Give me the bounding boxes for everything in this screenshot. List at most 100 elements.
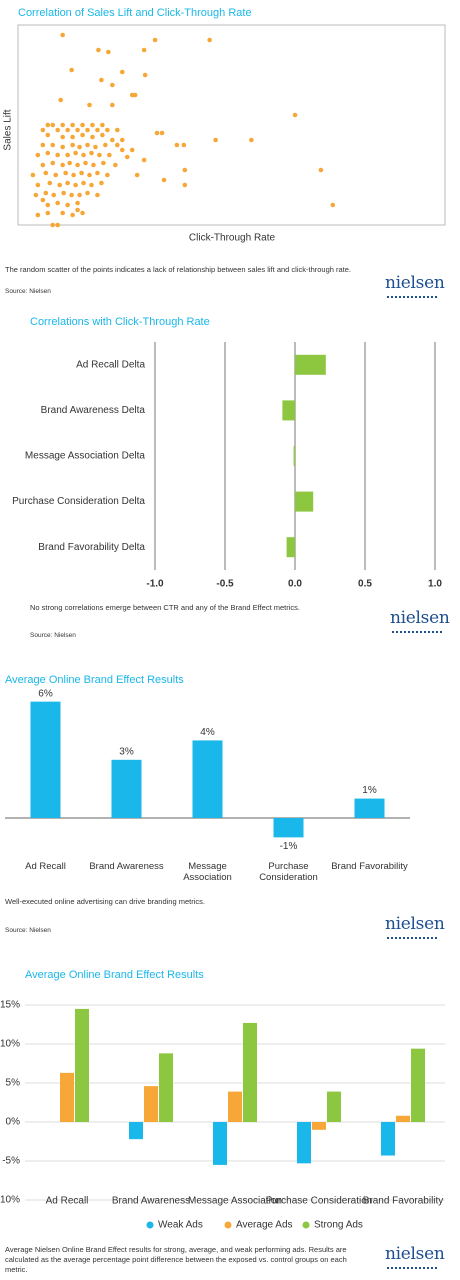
point <box>141 47 147 53</box>
logo: nielsen <box>385 1244 445 1264</box>
point <box>174 142 180 148</box>
point <box>63 170 68 176</box>
point <box>85 142 90 148</box>
point <box>80 132 85 138</box>
point <box>55 127 61 133</box>
caption: The random scatter of the points indicat… <box>5 265 352 274</box>
bar <box>295 354 326 375</box>
point <box>87 172 92 178</box>
point <box>75 207 80 213</box>
point <box>95 127 100 133</box>
point <box>60 144 65 150</box>
bar <box>411 1048 425 1122</box>
point <box>35 212 41 218</box>
bar <box>273 817 304 838</box>
point <box>53 172 59 178</box>
point <box>80 210 85 216</box>
y-tick-label: 5% <box>6 1078 21 1089</box>
y-tick-label: Brand Awareness Delta <box>41 405 146 416</box>
logo-dots <box>387 937 437 939</box>
point <box>43 170 49 176</box>
point <box>65 180 70 186</box>
point <box>40 197 46 203</box>
plot-frame <box>17 24 446 226</box>
point <box>85 127 90 133</box>
point <box>80 122 85 128</box>
point <box>60 210 65 216</box>
point <box>105 127 110 133</box>
bar <box>354 798 385 818</box>
y-tick-label: 0% <box>6 1117 21 1128</box>
point <box>330 202 336 208</box>
point <box>65 127 70 133</box>
point <box>50 222 56 228</box>
bar <box>129 1122 143 1140</box>
point <box>134 172 140 178</box>
point <box>159 130 165 136</box>
point <box>60 162 65 168</box>
point <box>182 167 188 173</box>
point <box>75 162 80 168</box>
point <box>55 222 61 228</box>
bar <box>282 400 295 421</box>
point <box>99 180 104 186</box>
bar <box>286 537 295 558</box>
legend-label: Strong Ads <box>314 1220 363 1231</box>
point <box>45 202 51 208</box>
point <box>152 37 158 43</box>
point <box>100 132 105 138</box>
value-label: -1% <box>280 841 298 852</box>
logo-dots <box>392 631 442 633</box>
x-tick-label: Brand Favorability <box>331 861 408 872</box>
point <box>70 212 75 218</box>
point <box>50 142 56 148</box>
point <box>181 142 187 148</box>
point <box>35 152 41 158</box>
point <box>70 134 75 140</box>
bar <box>381 1122 395 1156</box>
chart-title: Correlation of Sales Lift and Click-Thro… <box>18 7 252 19</box>
bar <box>213 1122 227 1165</box>
y-tick-label: Purchase Consideration Delta <box>12 496 145 507</box>
point <box>65 202 70 208</box>
point <box>75 200 80 206</box>
point <box>90 122 95 128</box>
point <box>81 152 86 158</box>
point <box>61 190 66 196</box>
point <box>129 147 135 153</box>
logo-dots <box>387 296 437 298</box>
bar <box>192 740 223 818</box>
bar <box>111 759 142 818</box>
point <box>83 160 88 166</box>
point <box>60 122 65 128</box>
point <box>73 182 78 188</box>
y-tick-label: -5% <box>2 1156 20 1167</box>
bar <box>60 1072 74 1122</box>
point <box>93 144 98 150</box>
y-tick-label: Brand Favorability Delta <box>38 542 145 553</box>
point <box>60 32 65 38</box>
y-tick-label: Message Association Delta <box>25 451 146 462</box>
point <box>90 134 95 140</box>
x-tick-label: Brand Favorability <box>363 1196 444 1207</box>
point <box>119 69 125 75</box>
point <box>33 192 39 198</box>
point <box>40 142 46 148</box>
bar <box>312 1122 326 1130</box>
point <box>115 127 120 133</box>
caption: Well-executed online advertising can dri… <box>5 897 205 906</box>
bar <box>297 1122 311 1164</box>
point <box>51 192 57 198</box>
x-tick-label: Purchase Consideration <box>259 861 318 884</box>
logo-dots <box>387 1267 437 1269</box>
point <box>182 182 188 188</box>
logo: nielsen <box>390 608 450 628</box>
point <box>45 150 51 156</box>
point <box>106 49 111 55</box>
legend-swatch <box>302 1221 310 1229</box>
legend-swatch <box>224 1221 232 1229</box>
point <box>89 150 94 156</box>
point <box>105 172 110 178</box>
x-tick-label: Message Association <box>183 861 232 884</box>
bar <box>144 1086 158 1122</box>
